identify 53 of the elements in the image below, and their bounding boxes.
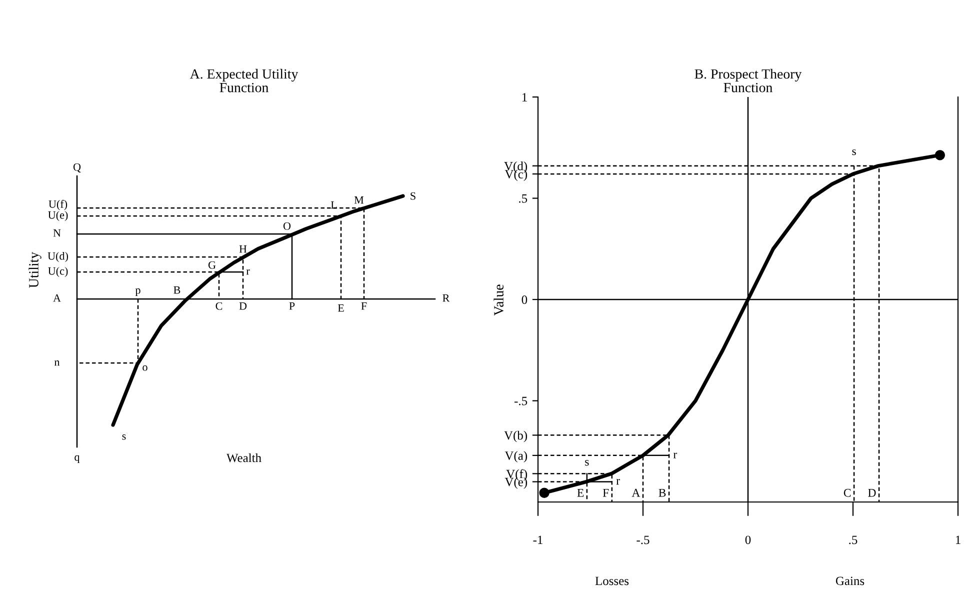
- annotation: D: [239, 302, 247, 310]
- text: U(f): [48, 200, 68, 210]
- y-tick-label: -.5: [514, 396, 528, 406]
- annotation: D: [868, 488, 876, 497]
- x-axis-title: Wealth: [226, 453, 262, 462]
- annotation: P: [289, 302, 295, 310]
- annotation: B: [658, 488, 666, 497]
- text: s: [122, 434, 126, 440]
- text: U(d): [48, 252, 68, 262]
- annotation: C: [216, 302, 222, 310]
- y-tick-label: 0: [522, 296, 528, 304]
- x-tick-label: -1: [533, 536, 542, 544]
- annotation: F: [361, 302, 367, 310]
- annotation: C: [844, 488, 851, 497]
- text: q: [74, 455, 80, 464]
- annotation: G: [208, 261, 216, 269]
- annotation: r: [673, 452, 678, 458]
- y-axis-title: Value: [494, 284, 504, 316]
- annotation: r: [616, 479, 620, 485]
- annotation: s: [585, 460, 589, 466]
- text: Q: [73, 163, 81, 172]
- annotation: B: [174, 286, 180, 294]
- annotation: E: [338, 304, 344, 312]
- annotation: A: [632, 488, 640, 497]
- annotation: E: [577, 488, 584, 497]
- annotation: s: [852, 149, 856, 156]
- y-tick-label: .5: [519, 194, 528, 203]
- x-tick-label: 1: [956, 536, 960, 544]
- y-tick-label: V(b): [504, 430, 528, 442]
- annotation: F: [602, 488, 609, 497]
- annotation: O: [283, 222, 291, 230]
- text: U(e): [48, 210, 68, 222]
- chart-title: A. Expected Utility Function: [190, 68, 298, 92]
- text: Gains: [836, 576, 864, 586]
- x-tick-label: -.5: [636, 536, 650, 544]
- text: N: [53, 229, 61, 237]
- annotation: r: [246, 269, 250, 275]
- y-tick-label: V(a): [504, 451, 528, 462]
- x-tick-label: 0: [745, 536, 751, 544]
- annotation: H: [239, 245, 247, 253]
- text: n: [54, 360, 60, 366]
- chart-title: B. Prospect Theory Function: [694, 68, 802, 92]
- x-tick-label: .5: [849, 536, 858, 544]
- y-axis-title: Utility: [28, 252, 42, 288]
- y-tick-label: 1: [522, 93, 527, 102]
- annotation: S: [410, 192, 416, 200]
- text: A: [53, 294, 61, 302]
- text: U(c): [48, 266, 68, 278]
- annotation: p: [135, 288, 140, 296]
- text: R: [442, 294, 450, 302]
- text: Losses: [595, 576, 629, 586]
- annotation: o: [142, 365, 148, 371]
- annotation: M: [354, 196, 364, 204]
